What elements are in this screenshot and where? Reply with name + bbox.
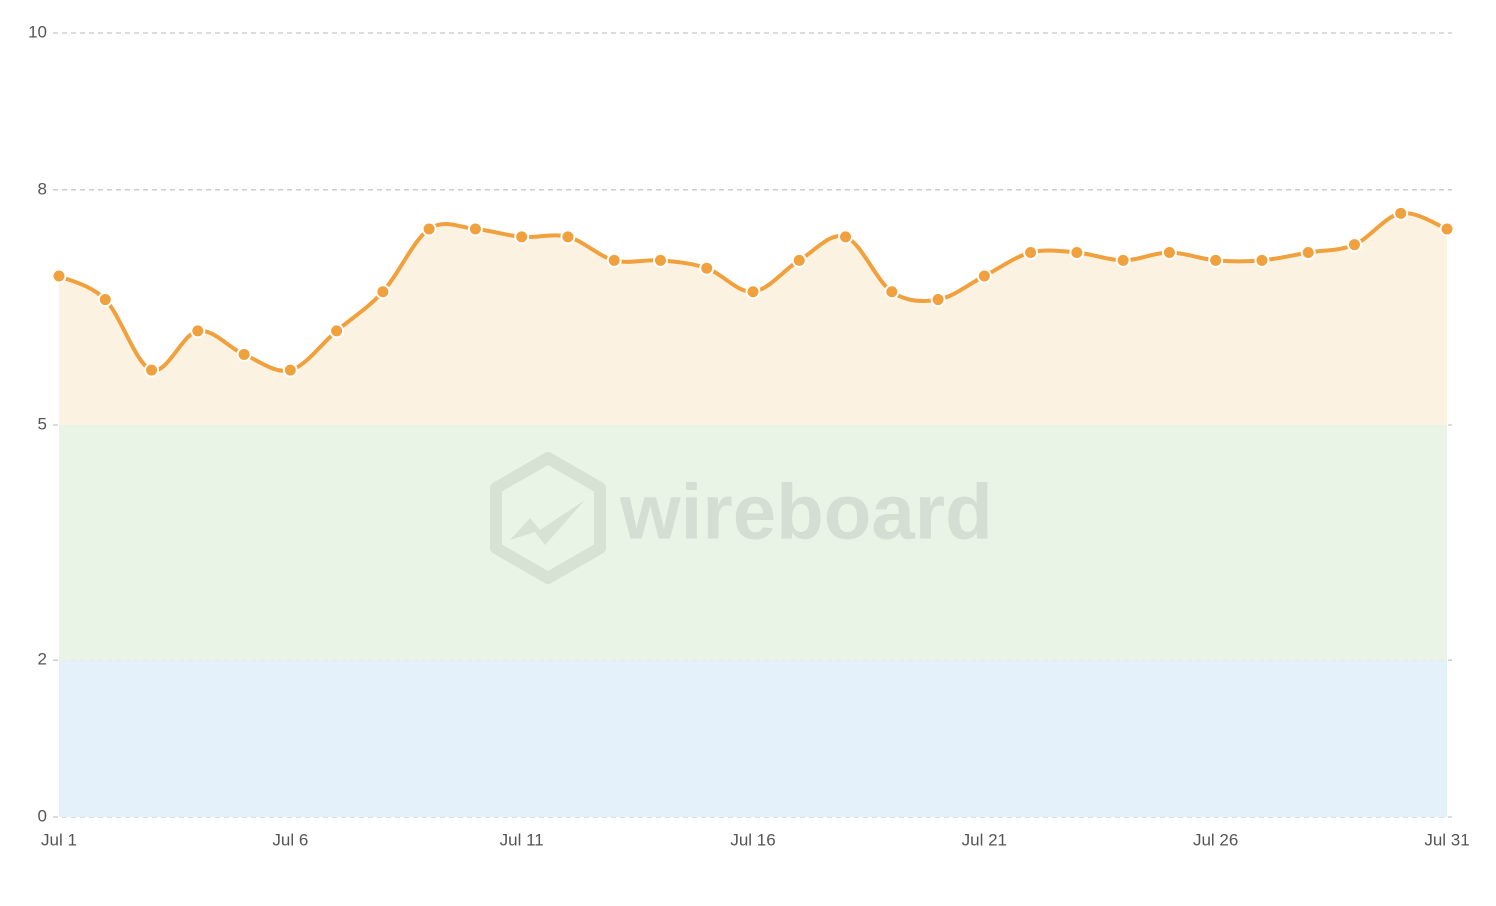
point	[514, 229, 530, 245]
point	[745, 284, 761, 300]
point	[51, 268, 67, 284]
point	[884, 284, 900, 300]
y-tick-label: 2	[38, 650, 47, 669]
point	[1300, 245, 1316, 261]
point	[375, 284, 391, 300]
point	[560, 229, 576, 245]
y-tick-label: 0	[38, 806, 47, 825]
point	[606, 252, 622, 268]
y-tick-label: 5	[38, 414, 47, 433]
point	[1069, 245, 1085, 261]
point	[97, 292, 113, 308]
watermark-check	[510, 500, 585, 545]
point	[467, 221, 483, 237]
point	[1439, 221, 1455, 237]
point	[282, 362, 298, 378]
point	[930, 292, 946, 308]
point	[976, 268, 992, 284]
y-tick-label: 10	[28, 22, 47, 41]
watermark-logo	[490, 452, 606, 584]
x-tick-label: Jul 1	[41, 830, 77, 849]
point	[838, 229, 854, 245]
x-tick-label: Jul 11	[500, 830, 544, 849]
x-tick-label: Jul 21	[962, 830, 1007, 849]
point	[329, 323, 345, 339]
y-tick-label: 8	[38, 179, 47, 198]
band	[59, 660, 1447, 817]
x-tick-label: Jul 26	[1193, 830, 1238, 849]
point	[1254, 252, 1270, 268]
point	[190, 323, 206, 339]
point	[1161, 245, 1177, 261]
foreground-layer: Jul 1 Jul 6 Jul 11 Jul 16 Jul 21 Jul 26 Jul 31	[41, 205, 1470, 849]
point	[699, 260, 715, 276]
point	[144, 362, 160, 378]
point	[791, 252, 807, 268]
point	[1023, 245, 1039, 261]
point	[652, 252, 668, 268]
point	[421, 221, 437, 237]
watermark: wireboard	[619, 468, 993, 556]
x-tick-label: Jul 16	[730, 830, 775, 849]
point	[1346, 237, 1362, 253]
band	[59, 425, 1447, 661]
x-tick-label: Jul 31	[1424, 830, 1469, 849]
point	[1115, 252, 1131, 268]
watermark-hexagon	[490, 452, 606, 584]
area	[59, 213, 1447, 425]
background-layer: 0 2 5 8 10	[28, 22, 1452, 825]
point	[1393, 205, 1409, 221]
point	[1208, 252, 1224, 268]
point	[236, 346, 252, 362]
x-tick-label: Jul 6	[272, 830, 308, 849]
